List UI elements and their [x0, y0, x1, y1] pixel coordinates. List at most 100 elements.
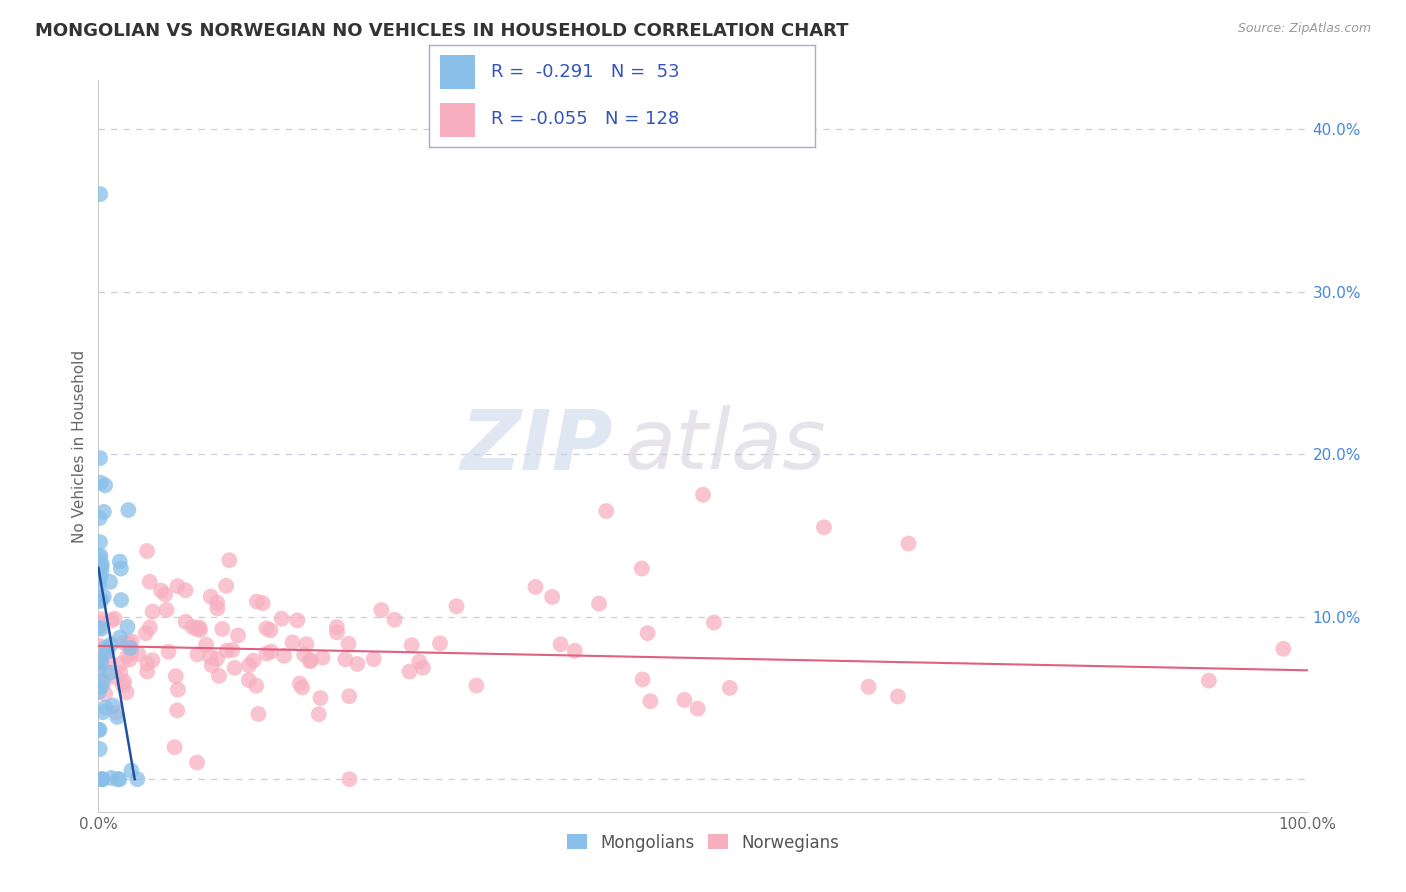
- Point: [207, 601, 229, 615]
- Point: [163, 740, 186, 755]
- Point: [813, 520, 835, 534]
- Point: [221, 643, 243, 657]
- Point: [181, 620, 204, 634]
- Point: [108, 555, 131, 569]
- Point: [252, 596, 274, 610]
- Text: ZIP: ZIP: [460, 406, 613, 486]
- Point: [101, 698, 124, 713]
- Point: [93, 676, 115, 690]
- Point: [89, 451, 111, 466]
- Point: [115, 685, 138, 699]
- Point: [90, 557, 112, 571]
- Point: [89, 616, 111, 631]
- Point: [89, 594, 111, 608]
- Point: [887, 690, 910, 704]
- Point: [90, 655, 112, 669]
- Point: [686, 701, 709, 715]
- Bar: [440, 55, 475, 88]
- Point: [588, 597, 610, 611]
- Point: [166, 703, 188, 717]
- Point: [107, 772, 129, 787]
- Point: [89, 511, 111, 525]
- Point: [157, 645, 180, 659]
- Point: [87, 559, 110, 574]
- Text: MONGOLIAN VS NORWEGIAN NO VEHICLES IN HOUSEHOLD CORRELATION CHART: MONGOLIAN VS NORWEGIAN NO VEHICLES IN HO…: [35, 22, 849, 40]
- Point: [858, 680, 880, 694]
- Point: [165, 669, 187, 683]
- Point: [718, 681, 741, 695]
- Y-axis label: No Vehicles in Household: No Vehicles in Household: [72, 350, 87, 542]
- Point: [281, 635, 304, 649]
- Point: [595, 504, 617, 518]
- Point: [112, 674, 135, 689]
- Point: [97, 655, 120, 669]
- Point: [89, 535, 111, 549]
- Point: [90, 559, 112, 574]
- Point: [90, 622, 112, 636]
- Point: [238, 658, 260, 673]
- Point: [703, 615, 725, 630]
- Text: Source: ZipAtlas.com: Source: ZipAtlas.com: [1237, 22, 1371, 36]
- Point: [259, 624, 281, 638]
- Point: [87, 723, 110, 737]
- Point: [91, 772, 114, 787]
- Point: [299, 653, 322, 667]
- Point: [136, 657, 159, 671]
- Point: [89, 639, 111, 653]
- Point: [105, 706, 128, 720]
- Point: [90, 652, 112, 666]
- Point: [98, 574, 121, 589]
- Point: [370, 603, 392, 617]
- Point: [339, 772, 361, 787]
- Point: [208, 669, 231, 683]
- Point: [118, 652, 141, 666]
- Point: [87, 685, 110, 699]
- Point: [142, 605, 165, 619]
- Point: [198, 649, 221, 664]
- Point: [89, 742, 111, 756]
- Point: [90, 772, 112, 787]
- Point: [90, 680, 112, 694]
- Point: [108, 631, 131, 645]
- Point: [897, 536, 920, 550]
- Point: [640, 694, 662, 708]
- Point: [139, 620, 162, 634]
- Point: [398, 665, 420, 679]
- Point: [288, 676, 311, 690]
- Point: [541, 590, 564, 604]
- Bar: [440, 103, 475, 137]
- Point: [110, 657, 132, 671]
- Point: [637, 626, 659, 640]
- Point: [150, 583, 173, 598]
- Point: [195, 638, 218, 652]
- Point: [110, 665, 132, 680]
- Text: atlas: atlas: [624, 406, 827, 486]
- Point: [205, 596, 228, 610]
- Point: [136, 544, 159, 558]
- Point: [94, 664, 117, 678]
- Point: [94, 478, 117, 492]
- Point: [260, 645, 283, 659]
- Point: [205, 651, 228, 665]
- Point: [91, 772, 114, 787]
- Point: [115, 649, 138, 664]
- Point: [94, 687, 117, 701]
- Point: [89, 570, 111, 584]
- Point: [401, 638, 423, 652]
- Point: [254, 621, 277, 635]
- Point: [188, 623, 211, 637]
- Point: [96, 640, 118, 655]
- Point: [326, 620, 349, 634]
- Point: [105, 710, 128, 724]
- Point: [89, 549, 111, 563]
- Point: [117, 637, 139, 651]
- Point: [311, 650, 333, 665]
- Point: [631, 673, 654, 687]
- Point: [238, 673, 260, 687]
- Point: [105, 670, 128, 684]
- Point: [246, 594, 269, 608]
- Point: [247, 706, 270, 721]
- Point: [245, 679, 267, 693]
- Point: [295, 637, 318, 651]
- Point: [136, 665, 159, 679]
